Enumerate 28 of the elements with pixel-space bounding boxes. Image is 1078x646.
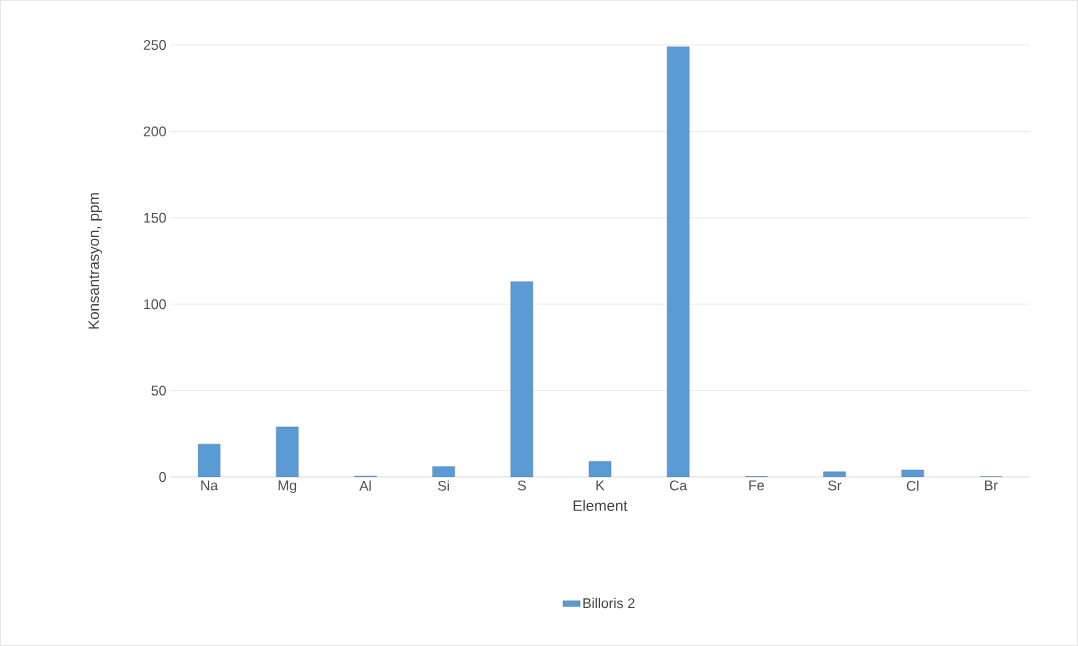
x-tick-label: Ca: [669, 480, 688, 491]
x-tick-label: Na: [201, 480, 219, 491]
y-tick-label: 200: [143, 126, 166, 137]
bar: [588, 461, 612, 477]
y-tick-label: 100: [144, 299, 166, 310]
x-tick-label: Si: [438, 480, 449, 491]
y-tick-label: 0: [159, 472, 166, 482]
y-axis-title: Konsantrasyon, ppm: [88, 193, 102, 329]
x-tick-label: S: [517, 480, 526, 491]
x-tick-label: Br: [985, 480, 998, 491]
x-tick-label: Cl: [906, 480, 919, 491]
y-tick-label: 150: [144, 212, 166, 223]
y-tick-label: 250: [143, 40, 166, 50]
x-axis-title: Element: [573, 499, 628, 511]
bar: [901, 469, 924, 477]
y-tick-label: 50: [151, 385, 166, 396]
x-tick-label: Fe: [749, 480, 764, 491]
bar: [823, 471, 846, 477]
bar: [666, 46, 690, 477]
x-tick-label: Sr: [828, 480, 842, 491]
bar: [276, 426, 299, 477]
bar: [432, 466, 455, 477]
x-tick-label: K: [596, 480, 605, 491]
legend-label: Billoris 2: [583, 597, 635, 609]
bar: [197, 443, 221, 477]
x-tick-label: Mg: [278, 480, 297, 494]
x-tick-label: Al: [359, 480, 371, 491]
bar: [510, 281, 534, 477]
